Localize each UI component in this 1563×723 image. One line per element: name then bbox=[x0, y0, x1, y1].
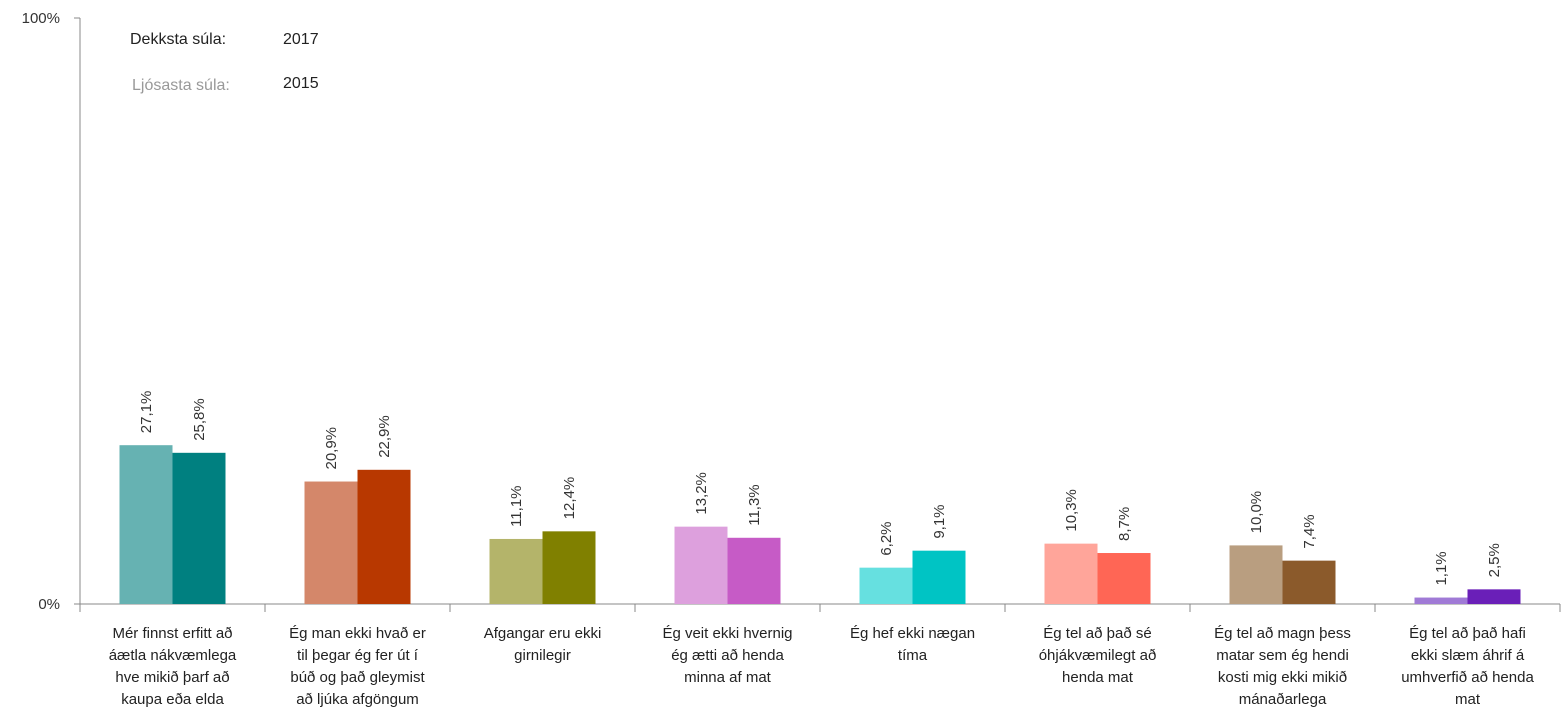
value-label: 22,9% bbox=[376, 415, 393, 458]
bar-light-7 bbox=[1414, 597, 1468, 604]
category-label-line: óhjákvæmilegt að bbox=[1039, 647, 1157, 664]
category-label-line: matar sem ég hendi bbox=[1216, 647, 1349, 664]
bar-light-3 bbox=[674, 526, 728, 604]
category-label-line: Ég tel að það sé bbox=[1043, 625, 1151, 642]
value-label: 27,1% bbox=[138, 391, 155, 434]
value-label: 12,4% bbox=[561, 477, 578, 520]
category-label-line: Afgangar eru ekki bbox=[484, 625, 602, 642]
legend-dark-label: Dekksta súla: bbox=[130, 31, 226, 48]
category-label-7: Ég tel að það hafi ekki slæm áhrif á umhve… bbox=[1401, 625, 1534, 708]
category-label-5: Ég tel að það sé óhjákvæmilegt að henda ma… bbox=[1039, 625, 1157, 686]
category-label-line: mat bbox=[1455, 691, 1481, 708]
bars bbox=[119, 445, 1521, 604]
category-label-line: búð og það gleymist bbox=[290, 669, 425, 686]
value-label: 9,1% bbox=[931, 504, 948, 538]
category-label-2: Afgangar eru ekki girnilegir bbox=[484, 625, 602, 664]
category-label-3: Ég veit ekki hvernig ég ætti að henda minn… bbox=[662, 625, 792, 686]
bar-dark-3 bbox=[727, 537, 781, 604]
category-label-line: kaupa eða elda bbox=[121, 691, 224, 708]
category-label-line: Ég tel að það hafi bbox=[1409, 625, 1526, 642]
bar-dark-1 bbox=[357, 469, 411, 604]
category-label-4: Ég hef ekki nægan tíma bbox=[850, 625, 975, 664]
bar-light-2 bbox=[489, 538, 543, 604]
bar-dark-5 bbox=[1097, 553, 1151, 604]
category-label-1: Ég man ekki hvað er til þegar ég fer út í… bbox=[289, 625, 426, 708]
bar-light-4 bbox=[859, 567, 913, 604]
category-label-line: minna af mat bbox=[684, 669, 772, 686]
value-label: 11,3% bbox=[746, 484, 763, 525]
category-label-line: mánaðarlega bbox=[1239, 691, 1327, 708]
value-labels: 27,1% 25,8% 20,9% 22,9% 11,1% 12,4% 13,2% 11,3%… bbox=[138, 391, 1503, 586]
bar-light-6 bbox=[1229, 545, 1283, 604]
bar-dark-7 bbox=[1467, 589, 1521, 604]
legend-light-value: 2015 bbox=[283, 75, 319, 92]
value-label: 6,2% bbox=[878, 521, 895, 555]
category-label-line: Ég veit ekki hvernig bbox=[662, 625, 792, 642]
y-tick-label-100: 100% bbox=[22, 10, 60, 27]
category-label-line: Ég tel að magn þess bbox=[1214, 625, 1351, 642]
category-label-line: til þegar ég fer út í bbox=[297, 647, 419, 664]
value-label: 1,1% bbox=[1433, 551, 1450, 585]
category-label-line: ekki slæm áhrif á bbox=[1411, 647, 1525, 664]
category-label-line: girnilegir bbox=[514, 647, 571, 664]
category-label-line: að ljúka afgöngum bbox=[296, 691, 419, 708]
bar-dark-2 bbox=[542, 531, 596, 604]
bar-light-0 bbox=[119, 445, 173, 604]
legend-light-label: Ljósasta súla: bbox=[132, 77, 230, 94]
category-label-0: Mér finnst erfitt að áætla nákvæmlega hve … bbox=[109, 625, 237, 708]
category-label-line: Ég hef ekki nægan bbox=[850, 625, 975, 642]
value-label: 10,0% bbox=[1248, 491, 1265, 534]
category-label-line: umhverfið að henda bbox=[1401, 669, 1534, 686]
bar-light-5 bbox=[1044, 543, 1098, 604]
category-label-6: Ég tel að magn þess matar sem ég hendi kos… bbox=[1214, 625, 1351, 708]
bar-dark-0 bbox=[172, 452, 226, 604]
category-label-line: tíma bbox=[898, 647, 928, 664]
value-label: 10,3% bbox=[1063, 489, 1080, 532]
value-label: 7,4% bbox=[1301, 514, 1318, 548]
value-label: 11,1% bbox=[508, 486, 525, 527]
axes: 0% 100% bbox=[22, 10, 1561, 613]
legend-dark-value: 2017 bbox=[283, 31, 319, 48]
category-label-line: áætla nákvæmlega bbox=[109, 647, 237, 664]
value-label: 20,9% bbox=[323, 427, 340, 470]
value-label: 2,5% bbox=[1486, 543, 1503, 577]
category-labels: Mér finnst erfitt að áætla nákvæmlega hve … bbox=[109, 625, 1535, 708]
legend: Dekksta súla: 2017 Ljósasta súla: 2015 bbox=[130, 31, 319, 94]
category-label-line: ég ætti að henda bbox=[671, 647, 784, 664]
bar-light-1 bbox=[304, 481, 358, 604]
value-label: 25,8% bbox=[191, 398, 208, 441]
value-label: 13,2% bbox=[693, 472, 710, 515]
category-label-line: Ég man ekki hvað er bbox=[289, 625, 426, 642]
bar-dark-4 bbox=[912, 550, 966, 604]
category-label-line: Mér finnst erfitt að bbox=[112, 625, 232, 642]
y-tick-label-0: 0% bbox=[38, 596, 60, 613]
bar-dark-6 bbox=[1282, 560, 1336, 604]
category-label-line: kosti mig ekki mikið bbox=[1218, 669, 1347, 686]
category-label-line: hve mikið þarf að bbox=[115, 669, 229, 686]
category-label-line: henda mat bbox=[1062, 669, 1134, 686]
value-label: 8,7% bbox=[1116, 507, 1133, 541]
